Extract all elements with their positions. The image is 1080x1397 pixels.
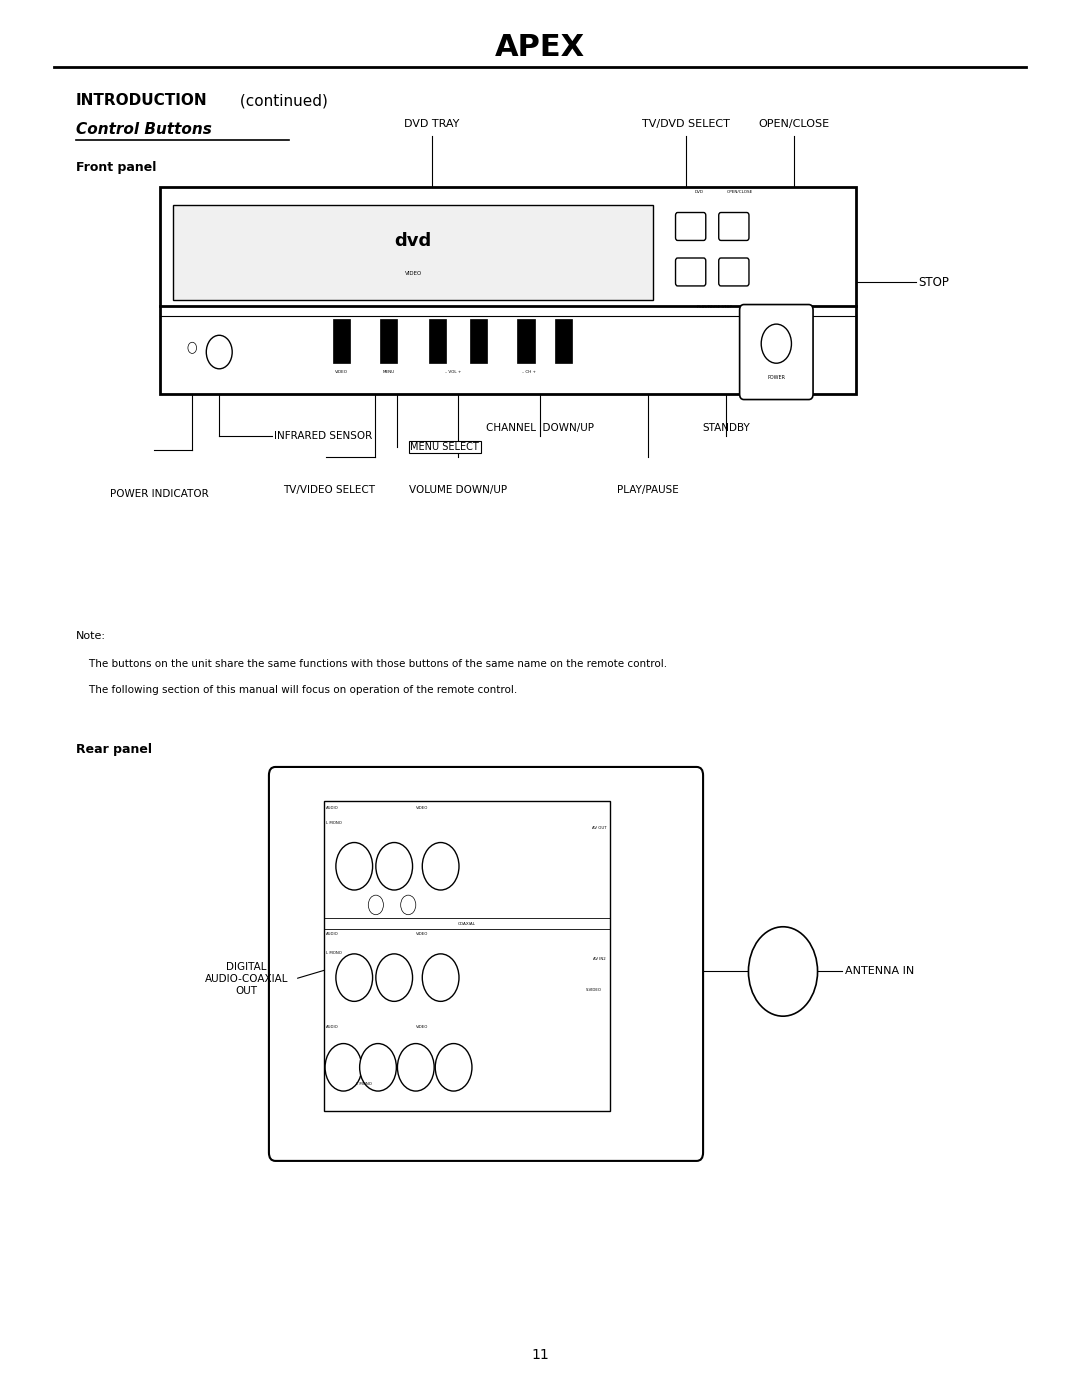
Circle shape (761, 324, 792, 363)
Text: Front panel: Front panel (76, 161, 156, 175)
Text: VIDEO: VIDEO (335, 370, 348, 374)
Text: STANDBY: STANDBY (702, 423, 750, 433)
Text: The buttons on the unit share the same functions with those buttons of the same : The buttons on the unit share the same f… (76, 659, 666, 669)
Bar (160, 187, 856, 394)
FancyBboxPatch shape (740, 305, 813, 400)
Text: – VOL +: – VOL + (445, 370, 462, 374)
Text: L MONO: L MONO (326, 821, 342, 826)
FancyBboxPatch shape (718, 258, 748, 286)
Text: AUDIO: AUDIO (326, 932, 339, 936)
Bar (470, 319, 487, 363)
Circle shape (397, 1044, 434, 1091)
Bar (324, 802, 610, 1111)
Text: TV/VIDEO SELECT: TV/VIDEO SELECT (283, 485, 376, 495)
Text: AUDIO: AUDIO (326, 1025, 339, 1030)
Circle shape (325, 1044, 362, 1091)
Bar (429, 319, 446, 363)
Text: OPEN/CLOSE: OPEN/CLOSE (727, 190, 754, 194)
Bar (333, 319, 350, 363)
Text: AV OUT: AV OUT (592, 826, 607, 830)
Text: dvd: dvd (394, 232, 432, 250)
Bar (380, 319, 397, 363)
Text: DVD TRAY: DVD TRAY (404, 119, 460, 129)
Text: STOP: STOP (918, 275, 949, 289)
Text: VIDEO: VIDEO (405, 271, 422, 277)
FancyBboxPatch shape (675, 258, 705, 286)
Circle shape (376, 842, 413, 890)
Text: COAXIAL: COAXIAL (458, 922, 476, 926)
Text: PLAY/PAUSE: PLAY/PAUSE (617, 485, 679, 495)
Text: POWER: POWER (767, 374, 785, 380)
Circle shape (206, 335, 232, 369)
FancyBboxPatch shape (718, 212, 748, 240)
Text: ANTENNA IN: ANTENNA IN (845, 967, 914, 977)
Circle shape (336, 954, 373, 1002)
Text: MENU SELECT: MENU SELECT (410, 441, 480, 453)
Bar (555, 319, 572, 363)
Circle shape (336, 842, 373, 890)
Text: L MONO: L MONO (356, 1083, 373, 1087)
Text: S-VIDEO: S-VIDEO (586, 988, 603, 992)
Text: INFRARED SENSOR: INFRARED SENSOR (274, 430, 373, 441)
Bar (517, 319, 535, 363)
Bar (173, 205, 653, 300)
Text: VOLUME DOWN/UP: VOLUME DOWN/UP (409, 485, 507, 495)
Text: VIDEO: VIDEO (416, 1025, 428, 1030)
Circle shape (188, 342, 197, 353)
Text: Control Buttons: Control Buttons (76, 123, 212, 137)
Text: DVD: DVD (694, 190, 704, 194)
Text: (continued): (continued) (235, 94, 328, 108)
Circle shape (748, 926, 818, 1016)
Text: POWER INDICATOR: POWER INDICATOR (110, 489, 210, 499)
Text: Rear panel: Rear panel (76, 743, 151, 756)
Text: AUDIO: AUDIO (326, 806, 339, 809)
FancyBboxPatch shape (675, 212, 705, 240)
Text: Note:: Note: (76, 631, 106, 641)
FancyBboxPatch shape (269, 767, 703, 1161)
Text: TV/DVD SELECT: TV/DVD SELECT (642, 119, 730, 129)
Text: The following section of this manual will focus on operation of the remote contr: The following section of this manual wil… (76, 685, 517, 694)
Text: OPEN/CLOSE: OPEN/CLOSE (758, 119, 829, 129)
Circle shape (422, 842, 459, 890)
Text: PLAY/PAUSE STOP: PLAY/PAUSE STOP (697, 305, 732, 309)
Text: DIGITAL
AUDIO-COAXIAL
OUT: DIGITAL AUDIO-COAXIAL OUT (204, 963, 288, 996)
Text: VIDEO: VIDEO (416, 932, 428, 936)
Text: CHANNEL  DOWN/UP: CHANNEL DOWN/UP (486, 423, 594, 433)
Text: L MONO: L MONO (326, 951, 342, 956)
Text: INTRODUCTION: INTRODUCTION (76, 94, 207, 108)
Circle shape (376, 954, 413, 1002)
Circle shape (422, 954, 459, 1002)
Text: AV IN2: AV IN2 (593, 957, 606, 961)
Circle shape (435, 1044, 472, 1091)
Text: APEX: APEX (495, 34, 585, 61)
Text: 11: 11 (531, 1348, 549, 1362)
Text: – CH +: – CH + (523, 370, 536, 374)
Text: VIDEO: VIDEO (416, 806, 428, 809)
Circle shape (368, 895, 383, 915)
Circle shape (401, 895, 416, 915)
Text: MENU: MENU (382, 370, 395, 374)
Circle shape (360, 1044, 396, 1091)
Text: T: T (517, 809, 523, 817)
